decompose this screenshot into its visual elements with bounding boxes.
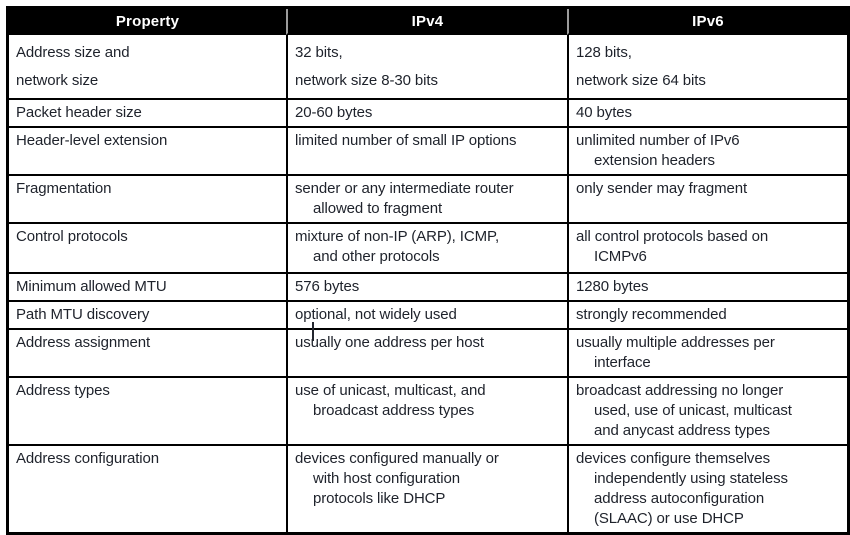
column-header-property: Property	[9, 9, 286, 35]
cell-ipv4: devices configured manually or with host…	[286, 446, 567, 532]
table-row-control-protocols: Control protocols mixture of non-IP (ARP…	[9, 224, 847, 274]
cell-ipv4: 20-60 bytes	[286, 100, 567, 128]
cell-property: Minimum allowed MTU	[9, 274, 286, 302]
table-row-fragmentation: Fragmentation sender or any intermediate…	[9, 176, 847, 224]
cell-property: Path MTU discovery	[9, 302, 286, 330]
cell-property: Packet header size	[9, 100, 286, 128]
cell-ipv6: unlimited number of IPv6 extension heade…	[567, 128, 847, 176]
cell-ipv4: mixture of non-IP (ARP), ICMP, and other…	[286, 224, 567, 274]
cell-ipv4: usually one address per host	[286, 330, 567, 378]
cell-ipv6: strongly recommended	[567, 302, 847, 330]
ipv4-ipv6-comparison-table: Property IPv4 IPv6 Address size and netw…	[6, 6, 850, 535]
cell-property: Control protocols	[9, 224, 286, 274]
cell-property: Address configuration	[16, 450, 159, 467]
cell-ipv4: sender or any intermediate router allowe…	[286, 176, 567, 224]
table-row-packet-header-size: Packet header size 20-60 bytes 40 bytes	[9, 100, 847, 128]
cell-ipv4: use of unicast, multicast, and broadcast…	[286, 378, 567, 446]
table-row-minimum-mtu: Minimum allowed MTU 576 bytes 1280 bytes	[9, 274, 847, 302]
cell-ipv4: limited number of small IP options	[286, 128, 567, 176]
page: Property IPv4 IPv6 Address size and netw…	[6, 6, 850, 535]
cell-ipv6: usually multiple addresses per interface	[567, 330, 847, 378]
cell-ipv4: 32 bits, network size 8-30 bits	[286, 35, 567, 100]
cell-property: Address types	[9, 378, 286, 446]
cell-ipv6: 128 bits, network size 64 bits	[567, 35, 847, 100]
cell-property: Header-level extension	[9, 128, 286, 176]
table-row-path-mtu-discovery: Path MTU discovery optional, not widely …	[9, 302, 847, 330]
table-row-address-assignment: Address assignment usually one address p…	[9, 330, 847, 378]
cell-ipv6: 40 bytes	[567, 100, 847, 128]
header-row: Property IPv4 IPv6	[9, 9, 847, 35]
table-row-address-configuration: Address configuration devices configured…	[9, 446, 847, 532]
cell-ipv6: devices configure themselves independent…	[567, 446, 847, 532]
cell-ipv6: 1280 bytes	[567, 274, 847, 302]
table-row-address-size: Address size and network size 32 bits, n…	[9, 35, 847, 100]
cell-ipv6: all control protocols based on ICMPv6	[567, 224, 847, 274]
table-row-address-types: Address types use of unicast, multicast,…	[9, 378, 847, 446]
cell-ipv4: 576 bytes	[286, 274, 567, 302]
cell-ipv6: broadcast addressing no longer used, use…	[567, 378, 847, 446]
cell-property: Address size and network size	[9, 35, 286, 100]
cell-property: Fragmentation	[9, 176, 286, 224]
cell-property: Address assignment	[9, 330, 286, 378]
column-header-ipv4: IPv4	[286, 9, 567, 35]
cell-ipv4: optional, not widely used	[286, 302, 567, 330]
text-cursor-icon	[312, 322, 314, 341]
cell-ipv6: only sender may fragment	[567, 176, 847, 224]
table-row-header-level-extension: Header-level extension limited number of…	[9, 128, 847, 176]
column-header-ipv6: IPv6	[567, 9, 847, 35]
